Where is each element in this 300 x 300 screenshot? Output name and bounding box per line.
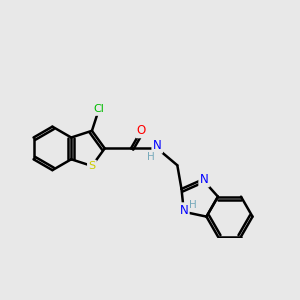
Text: O: O xyxy=(137,124,146,137)
Text: Cl: Cl xyxy=(93,104,104,115)
Text: H: H xyxy=(147,152,155,162)
Text: H: H xyxy=(189,200,197,210)
Text: N: N xyxy=(200,173,208,186)
Text: N: N xyxy=(179,204,188,217)
Text: S: S xyxy=(88,161,95,171)
Text: N: N xyxy=(153,139,162,152)
